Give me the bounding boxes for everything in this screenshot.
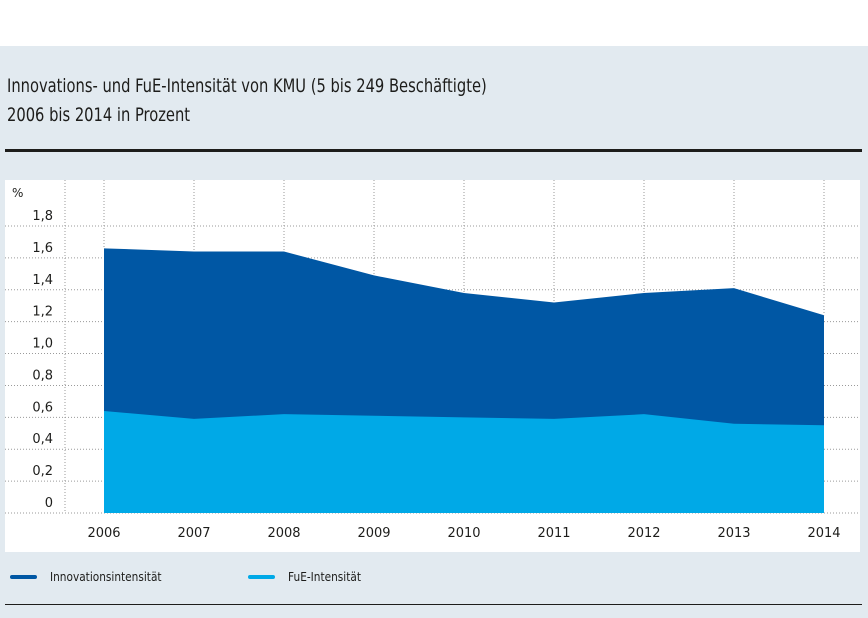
y-tick-label: 0,2 — [32, 464, 53, 479]
y-axis-unit-label: % — [12, 186, 23, 200]
legend-label-fue: FuE-Intensität — [288, 570, 361, 584]
legend-label-innovation: Innovationsintensität — [50, 570, 162, 584]
y-tick-label: 1,6 — [32, 241, 53, 256]
legend-item-fue: FuE-Intensität — [248, 566, 371, 588]
legend: Innovationsintensität FuE-Intensität — [0, 566, 868, 588]
x-tick-label: 2014 — [807, 526, 840, 541]
y-tick-label: 0,6 — [32, 400, 53, 415]
y-tick-label: 1,8 — [32, 209, 53, 224]
y-tick-label: 0 — [45, 496, 53, 511]
legend-item-innovation: Innovationsintensität — [10, 566, 177, 588]
legend-swatch-innovation — [10, 575, 37, 579]
y-axis-labels: 0 0,2 0,4 0,6 0,8 1,0 1,2 1,4 1,6 1,8 — [32, 209, 53, 511]
y-tick-label: 1,2 — [32, 305, 53, 320]
x-axis-labels: 2006 2007 2008 2009 2010 2011 2012 2013 2014 — [87, 526, 840, 541]
x-tick-label: 2007 — [177, 526, 210, 541]
y-tick-label: 0,4 — [32, 432, 53, 447]
x-tick-label: 2012 — [627, 526, 660, 541]
legend-swatch-fue — [248, 575, 275, 579]
x-tick-label: 2011 — [537, 526, 570, 541]
bottom-divider — [5, 604, 862, 605]
x-tick-label: 2009 — [357, 526, 390, 541]
y-tick-label: 1,4 — [32, 273, 53, 288]
chart-title-line2: 2006 bis 2014 in Prozent — [7, 104, 191, 126]
x-tick-label: 2010 — [447, 526, 480, 541]
title-divider — [5, 149, 862, 152]
area-fue-intensitaet — [104, 410, 824, 513]
chart-title: Innovations- und FuE-Intensität von KMU … — [7, 72, 487, 130]
area-layer — [104, 248, 824, 514]
x-tick-label: 2013 — [717, 526, 750, 541]
x-tick-label: 2008 — [267, 526, 300, 541]
x-tick-label: 2006 — [87, 526, 120, 541]
y-tick-label: 0,8 — [32, 368, 53, 383]
vertical-grid-layer — [64, 180, 825, 513]
chart-title-line1: Innovations- und FuE-Intensität von KMU … — [7, 75, 487, 97]
y-tick-label: 1,0 — [32, 337, 53, 352]
